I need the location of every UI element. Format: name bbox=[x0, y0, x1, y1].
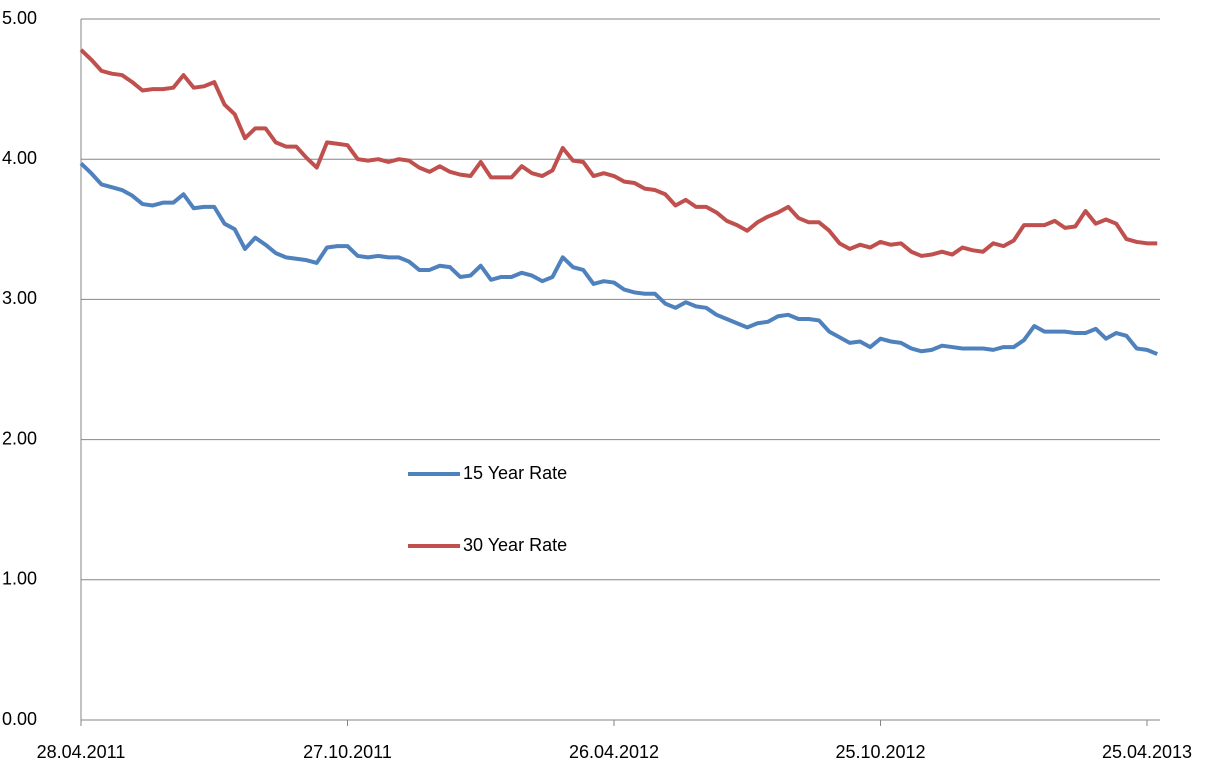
y-tick-label: 4.00 bbox=[2, 148, 37, 168]
x-tick-label: 25.04.2013 bbox=[1102, 742, 1192, 762]
legend-label: 30 Year Rate bbox=[463, 535, 567, 555]
y-tick-label: 2.00 bbox=[2, 428, 37, 448]
y-tick-label: 3.00 bbox=[2, 288, 37, 308]
series-line bbox=[79, 161, 1159, 356]
x-tick-label: 27.10.2011 bbox=[303, 742, 392, 762]
y-tick-label: 1.00 bbox=[2, 569, 37, 589]
y-tick-label: 0.00 bbox=[2, 709, 37, 729]
y-tick-label: 5.00 bbox=[2, 8, 37, 28]
series-line bbox=[79, 48, 1158, 258]
x-tick-label: 25.10.2012 bbox=[835, 742, 925, 762]
x-tick-label: 28.04.2011 bbox=[37, 742, 126, 762]
legend-label: 15 Year Rate bbox=[463, 463, 567, 483]
x-tick-label: 26.04.2012 bbox=[569, 742, 659, 762]
